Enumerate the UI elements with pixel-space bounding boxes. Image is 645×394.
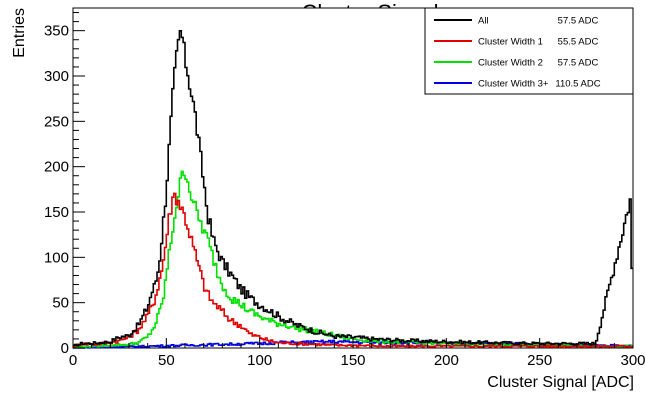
x-tick-label: 200 [434,352,459,369]
legend-box [424,7,634,95]
y-tick-label: 200 [44,159,69,176]
legend-series-name: All [478,16,489,27]
x-tick-label: 0 [69,352,77,369]
x-tick-label: 250 [527,352,552,369]
y-tick-label: 350 [44,23,69,40]
x-tick-label: 300 [620,352,645,369]
y-tick-label: 300 [44,68,69,85]
y-tick-label: 250 [44,113,69,130]
y-tick-label: 0 [61,340,69,357]
legend-series-value: 57.5 ADC [558,58,599,69]
legend-series-name: Cluster Width 1 [478,37,543,48]
legend-series-value: 110.5 ADC [555,79,600,90]
axes-layer: 0 50 100 150 200 250 300 0 50 100 150 200 250 300 350 [44,12,645,369]
x-axis-label: Cluster Signal [ADC] [487,374,634,391]
series-all-line [73,30,633,347]
x-tick-label: 150 [340,352,365,369]
y-tick-label: 150 [44,204,69,221]
legend-series-value: 55.5 ADC [558,37,599,48]
x-tick-label: 50 [158,352,175,369]
y-tick-label: 100 [44,249,69,266]
legend-entries: All 57.5 ADC Cluster Width 1 55.5 ADC Cluste… [434,16,601,90]
legend-series-value: 57.5 ADC [558,16,599,27]
y-tick-label: 50 [52,295,69,312]
legend: All 57.5 ADC Cluster Width 1 55.5 ADC Cluste… [424,7,634,95]
x-tick-label: 100 [247,352,272,369]
legend-series-name: Cluster Width 2 [478,58,543,69]
legend-series-name: Cluster Width 3+ [478,79,549,90]
y-axis-label: Entries [11,8,28,58]
